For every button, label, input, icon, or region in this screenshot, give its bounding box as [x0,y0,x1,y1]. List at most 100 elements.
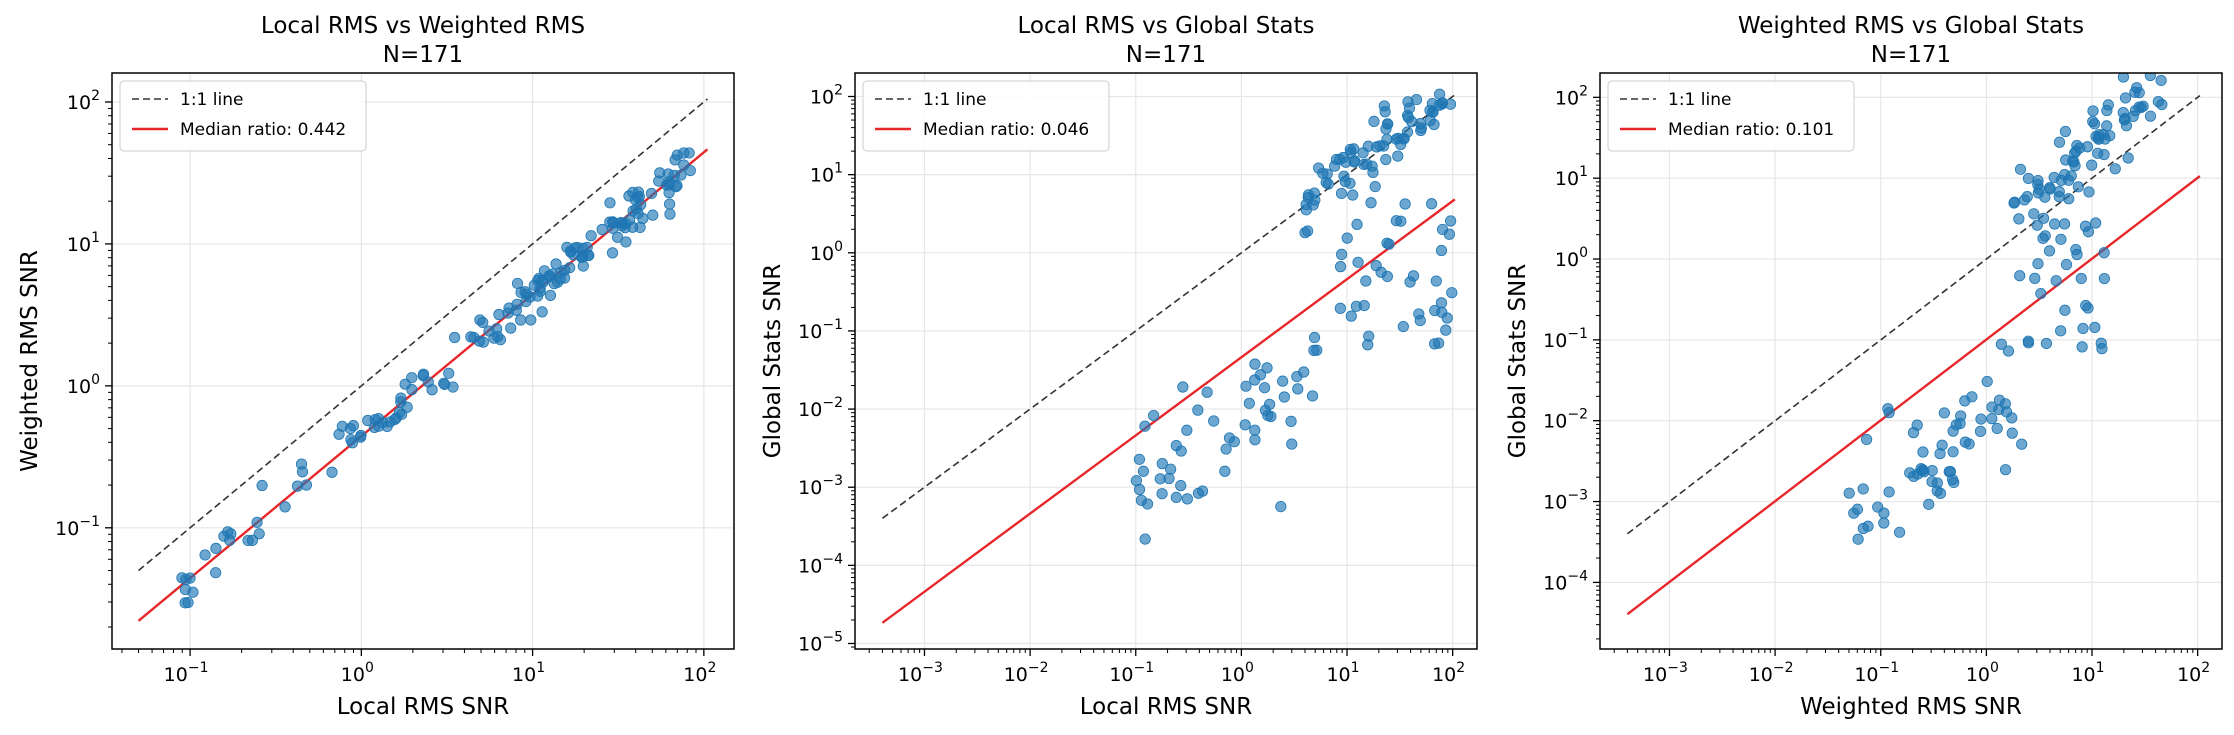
data-point [2029,272,2041,284]
data-point [2144,110,2157,122]
x-tick-label: 102 [1432,660,1465,686]
data-point [515,314,527,326]
data-point [2028,208,2040,220]
data-point [1137,465,1149,477]
data-point [1308,344,1320,356]
data-point [551,276,564,288]
y-tick-label: 100 [67,372,100,398]
x-tick-label: 102 [683,660,716,686]
data-point [1308,187,1320,199]
data-point [333,428,345,440]
data-point [345,434,357,446]
legend: 1:1 line Median ratio: 0.046 [862,80,1110,152]
data-point [1133,483,1146,496]
legend-identity-label: 1:1 line [1668,90,1731,110]
data-point [2119,92,2132,104]
y-tick-label: 10−3 [1543,488,1588,514]
data-point [1851,503,1864,515]
data-point [663,198,676,210]
data-point [2087,105,2099,117]
data-point [2059,304,2071,316]
data-point [1341,232,1353,244]
data-point [1857,483,1869,495]
data-point [1362,140,1374,152]
data-point [1947,446,1959,458]
data-point [246,534,258,546]
data-point [1275,501,1287,513]
data-point [1378,100,1390,112]
data-point [645,187,658,200]
data-point [1381,237,1393,249]
data-point [1334,261,1347,273]
data-point [1360,275,1372,287]
data-point [179,583,192,596]
data-point [1285,415,1297,427]
data-point [1397,320,1409,333]
data-point [1445,215,1457,227]
data-point [295,458,308,470]
axes-frame [111,72,735,650]
chart-title: Local RMS vs Global Stats [1018,13,1315,39]
y-tick-label: 100 [1555,245,1588,271]
data-point [1878,517,1890,529]
scatter-points [176,147,696,609]
data-point [2069,147,2081,159]
data-point [2079,220,2092,232]
data-point [1348,143,1360,155]
data-point [218,530,230,542]
y-tick-label: 101 [810,161,843,187]
data-point [1446,287,1458,299]
y-tick-label: 102 [810,83,843,109]
data-point [1334,302,1346,314]
data-point [2060,258,2073,271]
data-point [1446,56,1456,66]
data-point [663,176,675,188]
data-point [1392,150,1404,162]
data-point [2083,186,2095,198]
data-point [564,262,576,274]
data-point [683,147,695,159]
data-point [1223,432,1236,444]
data-point [210,542,222,554]
data-point [1366,160,1378,172]
x-tick-label: 10−3 [898,660,943,686]
data-point [2098,247,2110,259]
chart-subtitle: N=171 [1871,42,1951,68]
data-point [2014,270,2026,282]
data-point [2060,154,2072,166]
data-point [2035,287,2047,300]
data-point [604,216,616,228]
data-point [2032,174,2044,187]
data-point [1263,398,1276,410]
data-point [1322,178,1334,190]
data-point [1344,177,1356,189]
data-point [326,466,338,478]
data-point [1292,383,1304,395]
data-point [1156,488,1168,500]
legend-identity-label: 1:1 line [180,90,243,110]
data-point [1852,533,1864,545]
data-point [2053,136,2066,148]
data-point [2148,73,2154,74]
median-ratio-line [881,198,1456,624]
data-point [1375,266,1387,278]
data-point [1878,507,1890,519]
data-point [2088,118,2101,130]
data-point [1300,204,1312,216]
data-point [2002,345,2015,357]
data-point [473,335,486,347]
data-point [1399,198,1411,210]
data-point [2044,182,2056,194]
data-point [1259,382,1271,394]
median-ratio-line [1626,175,2201,616]
data-point [1426,198,1438,210]
data-point [1369,180,1381,193]
data-point [1139,533,1151,545]
data-point [1133,453,1146,465]
data-point [1139,420,1151,432]
grid [855,73,1477,649]
data-point [1363,330,1375,342]
data-point [210,567,222,579]
x-tick-label: 101 [2071,660,2104,686]
y-tick-label: 10−2 [798,395,843,421]
